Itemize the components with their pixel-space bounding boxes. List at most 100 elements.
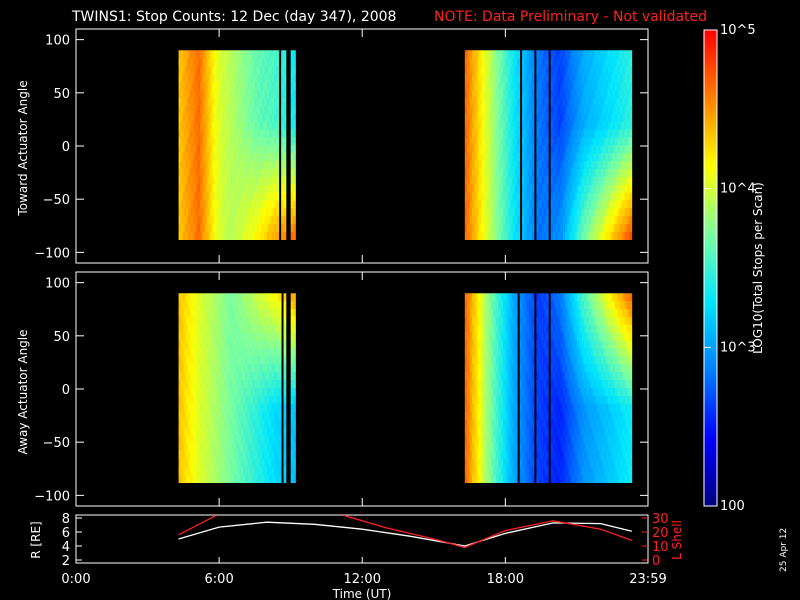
heatmap-cell bbox=[471, 89, 475, 99]
heatmap-cell bbox=[293, 466, 296, 476]
heatmap-cell bbox=[233, 356, 237, 365]
heatmap-cell bbox=[188, 387, 191, 397]
heatmap-cell bbox=[180, 137, 184, 146]
heatmap-cell bbox=[269, 144, 272, 154]
heatmap-cell bbox=[476, 356, 480, 365]
heatmap-cell bbox=[467, 356, 470, 365]
heatmap-cell bbox=[178, 332, 182, 342]
heatmap-cell bbox=[223, 419, 227, 428]
heatmap-cell bbox=[281, 89, 284, 99]
heatmap-cell bbox=[233, 160, 237, 169]
heatmap-cell bbox=[197, 176, 201, 185]
heatmap-cell bbox=[202, 474, 206, 483]
heatmap-cell bbox=[271, 458, 275, 468]
heatmap-cell bbox=[202, 443, 206, 452]
heatmap-cell bbox=[183, 356, 187, 365]
heatmap-cell bbox=[476, 427, 480, 436]
heatmap-cell bbox=[233, 129, 237, 138]
heatmap-cell bbox=[526, 301, 530, 310]
heatmap-cell bbox=[531, 293, 535, 302]
heatmap-cell bbox=[464, 466, 468, 476]
heatmap-cell bbox=[498, 73, 501, 83]
heatmap-cell bbox=[235, 81, 239, 91]
heatmap-cell bbox=[266, 380, 270, 389]
heatmap-cell bbox=[600, 89, 604, 99]
heatmap-cell bbox=[615, 105, 618, 114]
heatmap-cell bbox=[202, 403, 206, 412]
heatmap-cell bbox=[254, 293, 258, 302]
heatmap-cell bbox=[471, 137, 475, 146]
heatmap-cell bbox=[235, 184, 239, 193]
heatmap-cell bbox=[502, 50, 506, 59]
heatmap-cell bbox=[266, 176, 270, 185]
heatmap-cell bbox=[529, 443, 532, 452]
heatmap-cell bbox=[474, 223, 478, 233]
heatmap-cell bbox=[498, 364, 501, 373]
heatmap-cell bbox=[605, 137, 609, 146]
heatmap-cell bbox=[512, 97, 516, 106]
heatmap-cell bbox=[584, 168, 587, 177]
heatmap-cell bbox=[231, 411, 234, 420]
heatmap-cell bbox=[245, 372, 249, 381]
heatmap-cell bbox=[178, 152, 182, 162]
heatmap-cell bbox=[195, 372, 199, 381]
heatmap-cell bbox=[536, 380, 540, 389]
heatmap-cell bbox=[569, 129, 573, 138]
heatmap-cell bbox=[479, 223, 482, 233]
heatmap-cell bbox=[242, 73, 246, 83]
heatmap-cell bbox=[252, 137, 256, 146]
heatmap-cell bbox=[207, 419, 210, 428]
heatmap-cell bbox=[522, 73, 525, 83]
heatmap-cell bbox=[529, 129, 532, 138]
heatmap-cell bbox=[242, 200, 246, 209]
heatmap-cell bbox=[247, 129, 251, 138]
heatmap-cell bbox=[596, 208, 599, 217]
heatmap-cell bbox=[231, 144, 234, 154]
heatmap-cell bbox=[271, 443, 275, 452]
heatmap-cell bbox=[238, 223, 241, 233]
heatmap-cell bbox=[500, 403, 504, 412]
heatmap-cell bbox=[486, 419, 490, 428]
heatmap-cell bbox=[250, 466, 253, 476]
heatmap-cell bbox=[550, 316, 554, 326]
heatmap-cell bbox=[293, 113, 296, 122]
heatmap-cell bbox=[536, 301, 540, 310]
heatmap-cell bbox=[569, 316, 573, 326]
heatmap-cell bbox=[479, 309, 482, 318]
heatmap-cell bbox=[579, 316, 583, 326]
heatmap-cell bbox=[202, 293, 206, 302]
heatmap-cell bbox=[235, 223, 239, 233]
heatmap-cell bbox=[245, 58, 249, 67]
heatmap-cell bbox=[214, 105, 218, 114]
heatmap-cell bbox=[180, 89, 184, 99]
heatmap-cell bbox=[200, 316, 203, 326]
heatmap-cell bbox=[617, 97, 621, 106]
heatmap-cell bbox=[543, 152, 547, 162]
heatmap-cell bbox=[214, 231, 218, 240]
heatmap-cell bbox=[512, 395, 516, 405]
heatmap-cell bbox=[545, 192, 549, 201]
heatmap-cell bbox=[183, 89, 187, 99]
heatmap-cell bbox=[519, 356, 523, 365]
heatmap-cell bbox=[228, 427, 232, 436]
heatmap-cell bbox=[541, 152, 544, 162]
heatmap-cell bbox=[290, 152, 294, 162]
heatmap-cell bbox=[254, 105, 258, 114]
heatmap-cell bbox=[200, 160, 203, 169]
heatmap-cell bbox=[557, 200, 561, 209]
heatmap-cell bbox=[269, 427, 272, 436]
heatmap-cell bbox=[557, 192, 561, 201]
heatmap-cell bbox=[204, 419, 208, 428]
heatmap-cell bbox=[564, 403, 568, 412]
heatmap-cell bbox=[471, 192, 475, 201]
heatmap-cell bbox=[522, 458, 525, 468]
heatmap-cell bbox=[564, 66, 568, 75]
heatmap-cell bbox=[498, 451, 501, 460]
heatmap-cell bbox=[481, 176, 485, 185]
heatmap-cell bbox=[257, 293, 261, 302]
heatmap-cell bbox=[486, 403, 490, 412]
heatmap-cell bbox=[474, 380, 478, 389]
heatmap-cell bbox=[464, 364, 468, 373]
heatmap-cell bbox=[293, 395, 296, 405]
heatmap-cell bbox=[247, 332, 251, 342]
